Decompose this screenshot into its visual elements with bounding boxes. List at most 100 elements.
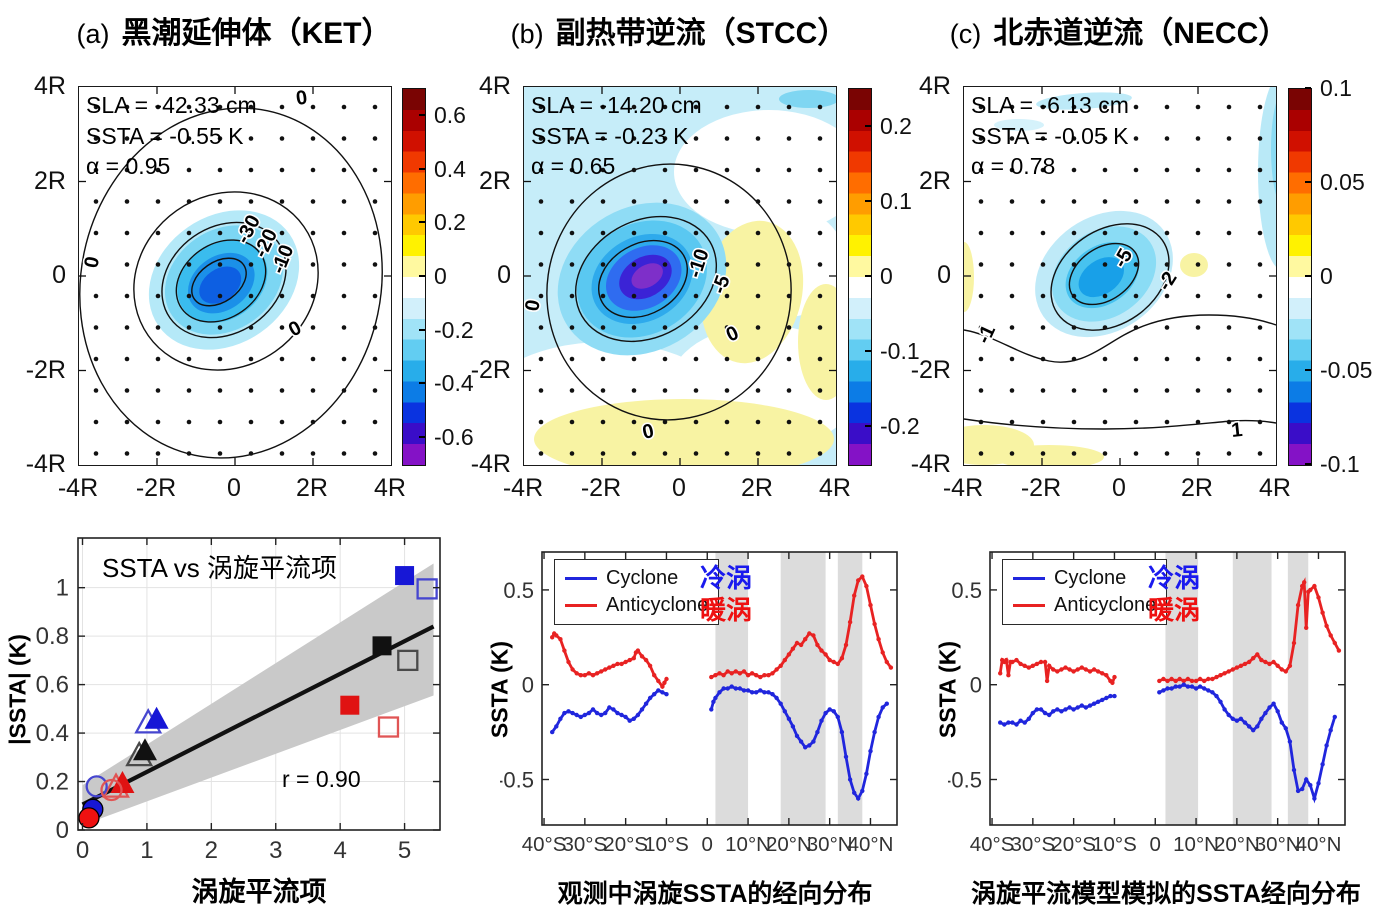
x-axis-tick-label: 4R	[1259, 474, 1291, 502]
series-marker	[1251, 728, 1256, 733]
series-marker	[1083, 667, 1089, 672]
x-axis-tick-label: 40°N	[1296, 833, 1342, 856]
cyclone-line-swatch	[1013, 576, 1045, 581]
series-marker	[566, 709, 571, 714]
y-axis-tick-label: 0	[56, 817, 69, 844]
series-marker	[1104, 695, 1109, 701]
series-marker	[1044, 678, 1050, 684]
colorbar-tick-label: 0.1	[1320, 75, 1352, 101]
series-marker	[839, 656, 845, 661]
colorbar-b-gradient	[848, 88, 872, 466]
colorbar-tick-mark	[865, 124, 871, 127]
x-axis-tick-label: 30°S	[563, 833, 608, 856]
series-marker	[1242, 661, 1248, 667]
series-marker	[631, 656, 636, 661]
series-marker	[578, 714, 583, 720]
colorbar-tick-mark	[419, 275, 425, 277]
series-marker	[758, 688, 763, 693]
series-marker	[619, 661, 624, 667]
series-marker	[627, 657, 632, 663]
series-marker	[803, 637, 808, 642]
series-marker	[1063, 707, 1068, 712]
series-marker	[864, 771, 869, 776]
series-marker	[1202, 678, 1207, 684]
series-marker	[1242, 720, 1248, 725]
series-marker	[647, 663, 653, 668]
colorbar-tick-mark	[1305, 463, 1311, 465]
series-marker	[1328, 728, 1333, 733]
series-marker	[1108, 693, 1113, 699]
y-axis-tick-label: 0	[970, 673, 982, 698]
series-marker	[1165, 678, 1170, 684]
x-axis-tick-label: -4R	[57, 474, 99, 502]
series-marker	[856, 578, 861, 583]
series-marker	[1189, 678, 1195, 684]
series-marker	[1051, 709, 1056, 714]
map-a-xaxis: -4R -2R 0 2R 4R	[58, 474, 406, 504]
shaded-latitude-band	[1232, 552, 1272, 825]
series-marker	[749, 690, 755, 695]
series-marker	[1295, 788, 1301, 794]
series-marker	[582, 673, 587, 678]
data-point-triangle	[144, 706, 169, 729]
scatter-plot-ssta-vs-advection: 0 1 2 3 4 5 0 0.2 0.4 0.6 0.8 1	[36, 537, 441, 864]
series-marker	[570, 710, 575, 716]
x-axis-tick-label: 40°S	[522, 833, 567, 856]
colorbar-tick-label: 0	[1320, 263, 1333, 289]
y-axis-tick-label: 0.6	[36, 672, 69, 699]
x-axis-tick-label: 3	[269, 837, 282, 864]
series-marker	[664, 676, 669, 682]
x-axis-tick-label: 4R	[374, 474, 406, 502]
cyclone-line-swatch	[565, 576, 597, 581]
x-axis-tick-label: 30°N	[1255, 833, 1301, 856]
series-marker	[1014, 722, 1019, 727]
colorbar-c-gradient	[1288, 88, 1312, 466]
anticyclone-line-swatch	[565, 603, 597, 608]
series-marker	[729, 684, 734, 689]
x-axis-tick-label: -2R	[580, 474, 622, 502]
series-marker	[766, 673, 771, 678]
colorbar-tick-label: 0	[434, 263, 447, 289]
series-marker	[1287, 663, 1293, 668]
series-marker	[1238, 663, 1244, 668]
series-marker	[1193, 678, 1199, 684]
series-marker	[1255, 724, 1260, 729]
series-marker	[599, 669, 604, 674]
series-marker	[639, 654, 645, 659]
series-marker	[1010, 720, 1015, 725]
plot-border	[541, 551, 898, 826]
correlation-label: r = 0.90	[282, 766, 361, 792]
series-marker	[774, 695, 779, 701]
series-marker	[717, 690, 722, 695]
series-marker	[1267, 661, 1272, 667]
colorbar-tick-mark	[419, 382, 425, 385]
series-marker	[1312, 796, 1317, 801]
sla-value: SLA = -14.20 cm	[531, 92, 702, 118]
series-marker	[1038, 659, 1044, 665]
series-marker	[1173, 678, 1178, 684]
series-marker	[611, 663, 616, 668]
series-marker	[1259, 657, 1264, 663]
series-marker	[1161, 688, 1166, 693]
y-axis-tick-label: -4R	[470, 450, 511, 478]
scatter-ylabel: |SSTA| (K)	[4, 634, 31, 745]
x-axis-tick-label: 30°S	[1011, 833, 1056, 856]
series-marker	[1157, 690, 1162, 695]
series-marker	[819, 718, 824, 723]
y-axis-tick-label: -2R	[910, 355, 951, 384]
map-panel-necc: -5 -2 -1 1 SLA = -6.13 cm SSTA = -0.05 K…	[963, 86, 1277, 466]
colorbar-tick-label: -0.1	[1320, 451, 1360, 477]
series-marker	[762, 690, 767, 695]
map-b-yaxis: 4R 2R 0 -2R -4R	[463, 72, 517, 478]
colorbar-tick-label: -0.2	[434, 316, 474, 343]
colorbar-tick-mark	[419, 436, 425, 439]
sla-value: SLA = -6.13 cm	[971, 92, 1129, 118]
cold-eddy-label: 冷涡	[700, 563, 753, 593]
series-marker	[603, 667, 608, 672]
x-axis-tick-label: 1	[140, 837, 153, 864]
x-axis-tick-label: 4	[333, 837, 346, 864]
series-marker	[1302, 580, 1307, 585]
series-marker	[662, 680, 667, 685]
panel-c-label: (c)	[949, 19, 982, 49]
x-axis-tick-label: 5	[398, 837, 411, 864]
